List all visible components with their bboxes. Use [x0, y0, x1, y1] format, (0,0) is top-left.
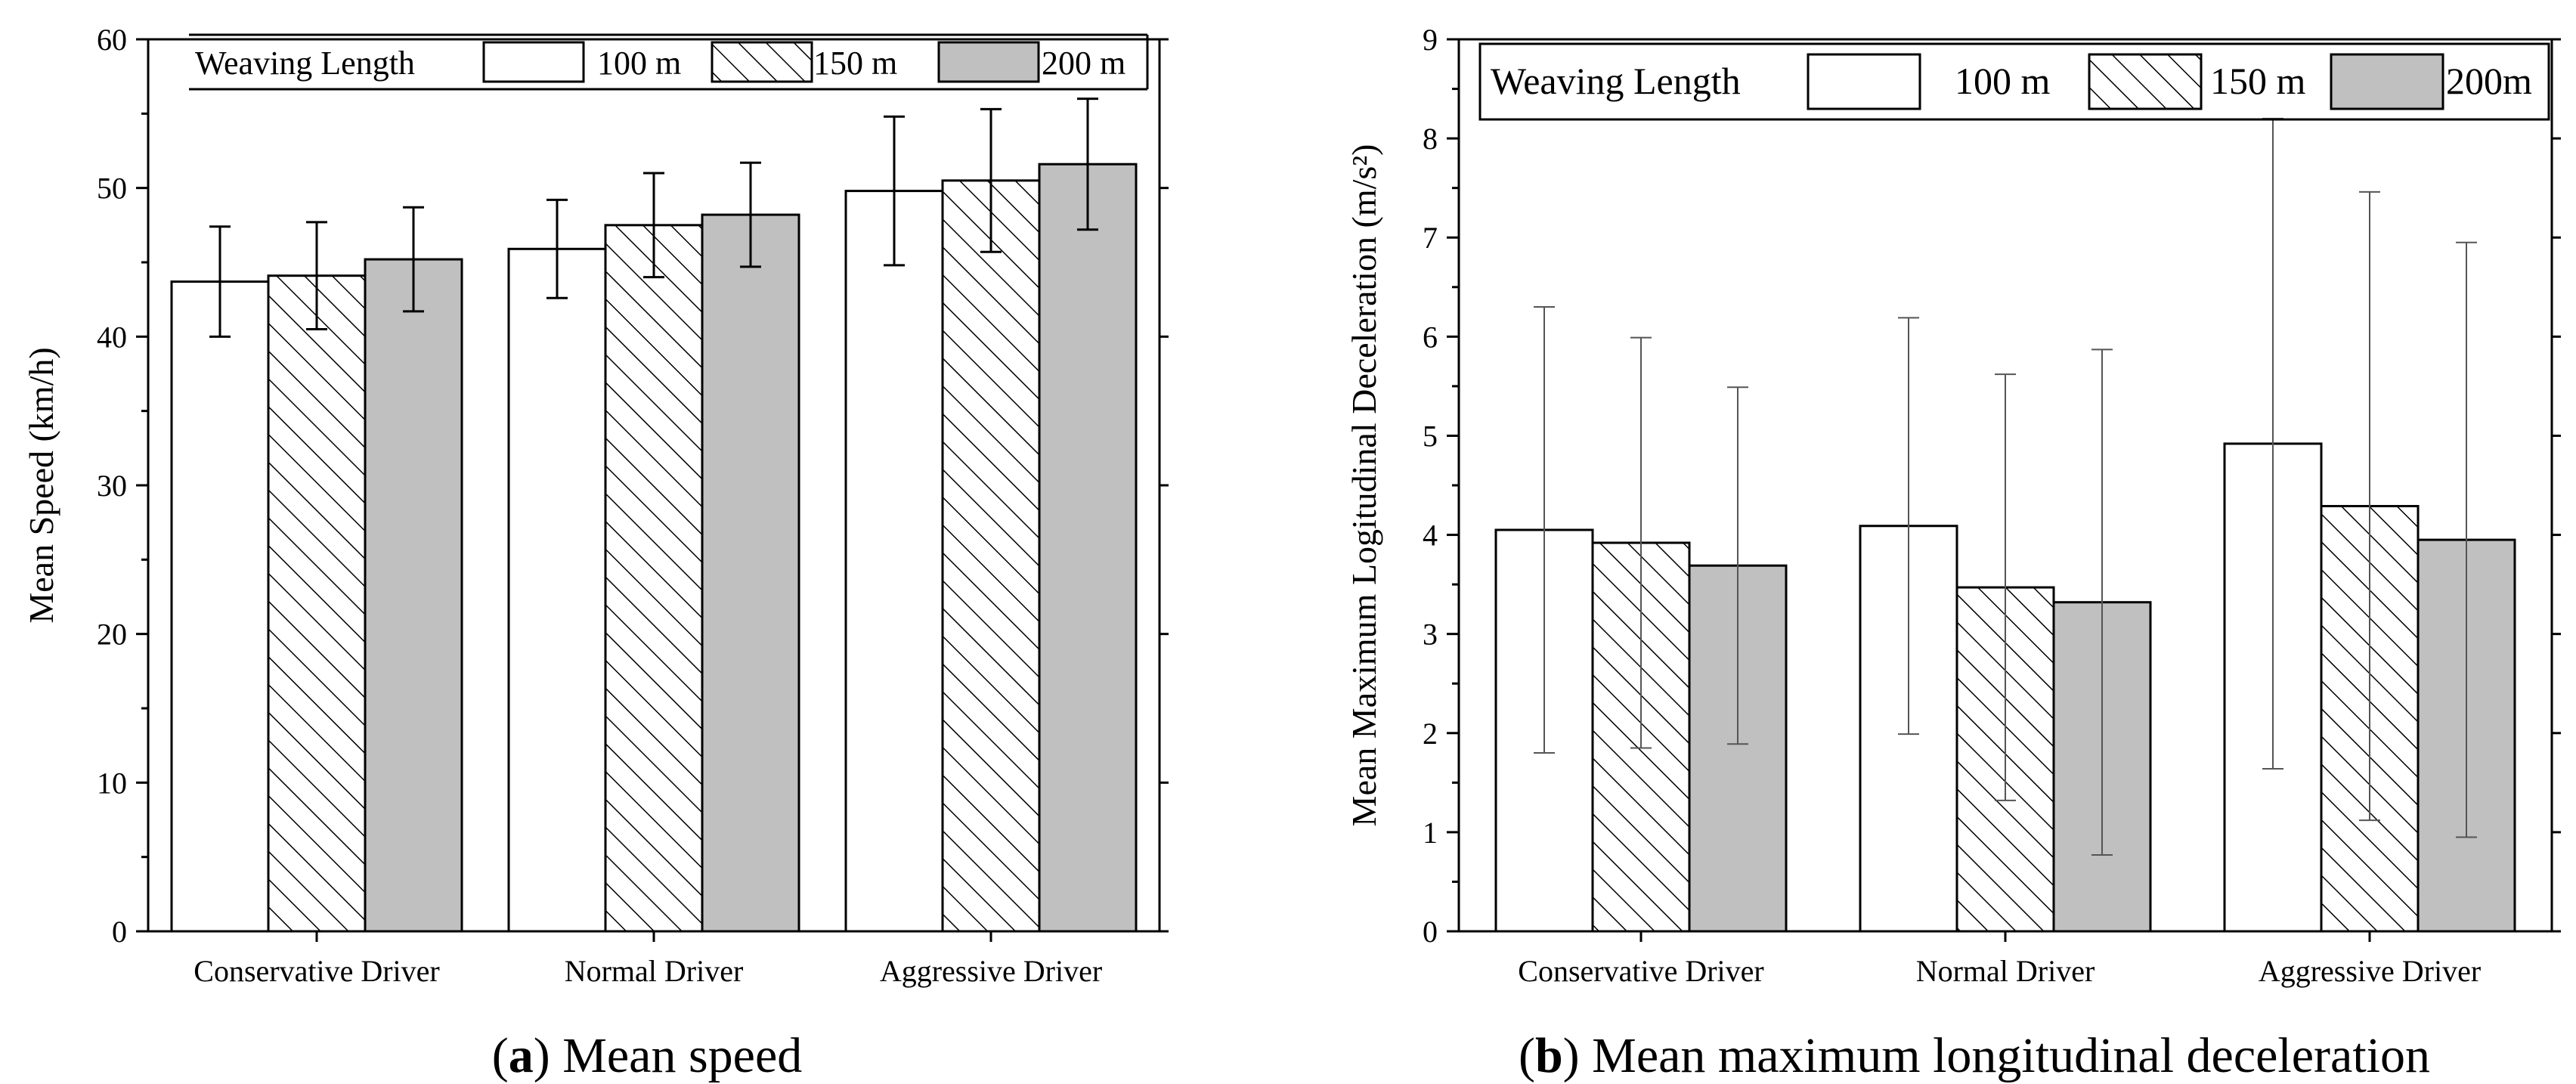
y-tick-label: 0 [112, 915, 127, 949]
x-category-label: Aggressive Driver [2259, 954, 2481, 988]
y-axis-title: Mean Speed (km/h) [22, 347, 60, 623]
y-tick-label: 7 [1423, 221, 1438, 255]
bar [267, 274, 367, 933]
legend: Weaving Length 100 m 150 m 200m [1478, 42, 2550, 121]
y-tick-label: 8 [1423, 122, 1438, 156]
y-tick-label: 4 [1423, 519, 1438, 553]
legend-swatch [2088, 53, 2203, 110]
y-tick-label: 50 [97, 172, 127, 206]
x-category-label: Conservative Driver [1518, 954, 1763, 988]
x-category-label: Normal Driver [1916, 954, 2095, 988]
bar [941, 179, 1041, 933]
y-tick-label: 2 [1423, 717, 1438, 751]
y-tick-label: 6 [1423, 320, 1438, 354]
legend-label: 150 m [2210, 60, 2306, 102]
bar [844, 190, 944, 933]
chart-mean-speed: 0 10 20 30 40 50 60 Mean Speed (km/h) Conservati… [22, 23, 1169, 988]
legend-swatch [937, 41, 1040, 83]
bar [170, 280, 270, 933]
legend-label: 100 m [1955, 60, 2051, 102]
bar [1038, 163, 1138, 933]
legend-swatch [482, 41, 585, 83]
x-category-label: Conservative Driver [194, 954, 439, 988]
bar [604, 224, 704, 933]
y-tick-label: 9 [1423, 23, 1438, 57]
y-tick-label: 30 [97, 469, 127, 503]
y-tick-label: 0 [1423, 915, 1438, 949]
legend-title: Weaving Length [195, 45, 415, 82]
legend-label: 200m [2446, 60, 2532, 102]
y-axis-title: Mean Maximum Logitudinal Deceleration (m… [1345, 144, 1383, 827]
y-tick-label: 20 [97, 618, 127, 652]
y-tick-label: 60 [97, 23, 127, 57]
x-category-label: Aggressive Driver [880, 954, 1102, 988]
legend-border [1478, 42, 2550, 121]
y-tick-label: 40 [97, 320, 127, 354]
caption-b: (b) Mean maximum longitudinal decelerati… [1519, 1028, 2430, 1083]
bar [507, 247, 607, 933]
legend-swatch [711, 41, 813, 83]
caption-a: (a) Mean speed [492, 1028, 803, 1083]
legend-swatch [2330, 53, 2444, 110]
y-tick-label: 1 [1423, 816, 1438, 850]
legend-label: 150 m [813, 45, 897, 82]
bar [364, 258, 463, 933]
y-tick-label: 5 [1423, 419, 1438, 453]
y-tick-label: 10 [97, 766, 127, 800]
legend-label: 100 m [597, 45, 681, 82]
legend-label: 200 m [1042, 45, 1125, 82]
legend-swatch [1807, 53, 1921, 110]
bar [701, 213, 800, 933]
legend-title: Weaving Length [1491, 60, 1741, 102]
chart-mean-max-deceleration: 0 1 2 3 4 5 6 7 8 9 Mean Maximum Logitudinal Decel… [1345, 23, 2561, 988]
y-tick-label: 3 [1423, 618, 1438, 652]
x-category-label: Normal Driver [565, 954, 744, 988]
legend: Weaving Length 100 m 150 m 200 m [189, 33, 1149, 91]
